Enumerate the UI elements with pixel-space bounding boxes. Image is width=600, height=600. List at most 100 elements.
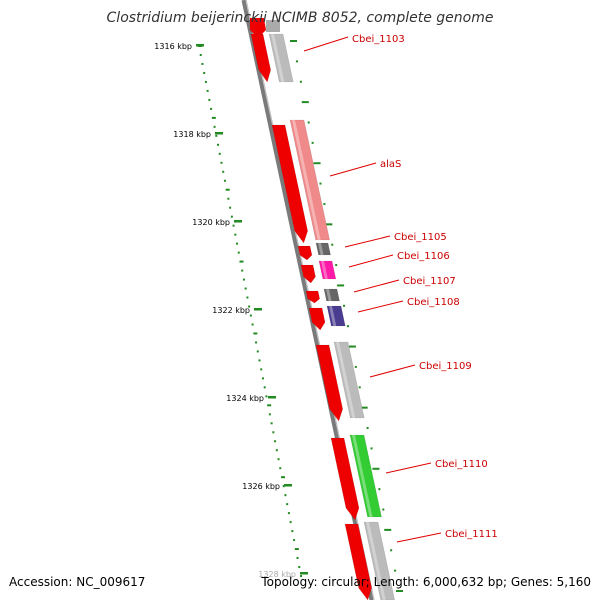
cds-arrow-cbei_1106[interactable] — [300, 264, 316, 284]
gene-label-alas[interactable]: alaS — [380, 159, 401, 170]
gc-skew-dot — [294, 548, 299, 551]
annotation-bar-cbei_1111[interactable] — [363, 521, 395, 600]
scale-tick-mark — [268, 396, 276, 399]
gc-skew-dot — [263, 386, 266, 389]
gc-skew-dot — [284, 494, 287, 497]
gene-label-cbei_1110[interactable]: Cbei_1110 — [435, 459, 488, 470]
scale-tick-mark — [254, 308, 262, 311]
scale-tick-label: 1326 kbp — [242, 482, 280, 491]
gc-skew-dot — [253, 332, 258, 335]
gc-skew-dash — [325, 223, 333, 226]
scale-ticks: 1316 kbp 1318 kbp 1320 kbp 1322 kbp 1324 kbp… — [154, 42, 308, 579]
gc-skew-dot — [299, 80, 302, 83]
bar-highlight — [336, 342, 356, 418]
gc-skew-dot — [239, 260, 244, 263]
cds-arrow-cbei_1105[interactable] — [297, 245, 313, 261]
gc-skew-dot — [275, 449, 278, 452]
gc-skew-dot — [370, 447, 373, 450]
cds-arrow-cbei_1103[interactable] — [250, 33, 272, 83]
gene-label-cbei_1105[interactable]: Cbei_1105 — [394, 232, 447, 243]
scale-tick-mark — [196, 44, 204, 47]
cds-arrow-cbei_1111[interactable] — [344, 523, 373, 600]
scale-tick-label: 1320 kbp — [192, 218, 230, 227]
bar-highlight — [326, 289, 332, 301]
gc-skew-dot — [230, 215, 233, 218]
gc-skew-dot — [206, 89, 209, 92]
bar-highlight — [366, 522, 386, 600]
gc-skew-dash — [313, 162, 321, 165]
gc-skew-dot — [220, 161, 223, 164]
gc-skew-dot — [267, 404, 272, 407]
annotation-bar-cbei_1105[interactable] — [315, 242, 331, 256]
gene-label-cbei_1111[interactable]: Cbei_1111 — [445, 529, 498, 540]
annotation-bar-partial[interactable] — [266, 20, 280, 32]
gc-skew-dot — [274, 440, 277, 443]
annotation-bar-cbei_1108[interactable] — [326, 305, 346, 327]
bar-highlight — [292, 120, 321, 240]
cds-arrow-alas[interactable] — [271, 124, 308, 244]
cds-arrow-cbei_1110[interactable] — [330, 437, 360, 521]
scale-tick-mark — [284, 484, 292, 487]
gc-skew-dot — [394, 569, 397, 572]
gc-skew-dot — [249, 314, 252, 317]
annotation-bar-cbei_1109[interactable] — [333, 341, 365, 419]
gc-skew-dot — [280, 476, 285, 479]
gc-skew-dot — [199, 53, 202, 56]
gc-skew-dot — [358, 386, 361, 389]
label-leader-line — [344, 235, 391, 248]
accession-text: Accession: NC_009617 — [9, 575, 145, 589]
topology-text: Topology: circular; Length: 6,000,632 bp… — [260, 575, 591, 589]
gc-skew-dot — [265, 395, 268, 398]
label-leader-line — [303, 36, 349, 52]
gc-skew-dot — [286, 503, 289, 506]
cds-arrow-cbei_1109[interactable] — [315, 344, 344, 422]
annotation-bar-cbei_1106[interactable] — [318, 260, 337, 280]
gc-skew-dot — [270, 422, 273, 425]
gc-skew-dot — [244, 287, 247, 290]
gc-skew-dot — [234, 233, 237, 236]
gene-features[interactable] — [250, 18, 395, 600]
gc-skew-dot — [203, 71, 206, 74]
bar-highlight — [329, 306, 337, 326]
gene-labels[interactable]: Cbei_1103 alaS Cbei_1105 Cbei_1106 Cbei_1107… — [303, 34, 498, 543]
annotation-bar-cbei_1103[interactable] — [268, 33, 294, 83]
cds-arrow-cbei_1107[interactable] — [305, 290, 321, 304]
cds-arrow-partial[interactable] — [250, 18, 266, 38]
gc-skew-dot — [217, 143, 220, 146]
annotation-bar-cbei_1110[interactable] — [349, 434, 382, 518]
gene-label-cbei_1107[interactable]: Cbei_1107 — [403, 276, 456, 287]
gc-skew-dot — [354, 365, 357, 368]
gc-skew-dot — [258, 359, 261, 362]
gc-skew-dash — [372, 467, 380, 470]
gc-skew-dot — [279, 467, 282, 470]
annotation-bar-alas[interactable] — [289, 119, 331, 241]
scale-tick-label: 1316 kbp — [154, 42, 192, 51]
gc-skew-dash — [396, 590, 403, 592]
label-leader-line — [329, 162, 377, 177]
gc-skew-dot — [378, 488, 381, 491]
gc-skew-dot — [251, 323, 254, 326]
scale-tick-label: 1322 kbp — [212, 306, 250, 315]
gc-skew-dot — [242, 278, 245, 281]
gene-label-cbei_1106[interactable]: Cbei_1106 — [397, 251, 450, 262]
gene-label-cbei_1103[interactable]: Cbei_1103 — [352, 34, 405, 45]
gc-skew-dot — [268, 413, 271, 416]
cds-arrow-cbei_1108[interactable] — [308, 307, 326, 331]
gene-label-cbei_1108[interactable]: Cbei_1108 — [407, 297, 460, 308]
gc-skew-dash — [337, 284, 345, 287]
scale-tick-mark — [215, 132, 223, 135]
gc-skew-dot — [331, 243, 334, 246]
bar-highlight — [271, 34, 285, 82]
scale-tick-label: 1318 kbp — [173, 130, 211, 139]
gc-skew-dash — [348, 345, 356, 348]
annotation-bar-cbei_1107[interactable] — [323, 288, 340, 302]
gc-skew-dot — [287, 512, 290, 515]
gc-skew-dot — [298, 566, 301, 569]
gene-label-cbei_1109[interactable]: Cbei_1109 — [419, 361, 472, 372]
gc-skew-dot — [211, 116, 216, 119]
label-leader-line — [396, 532, 442, 543]
gc-skew-dot — [311, 141, 314, 144]
gc-skew-dot — [218, 152, 221, 155]
gc-skew-dot — [291, 530, 294, 533]
